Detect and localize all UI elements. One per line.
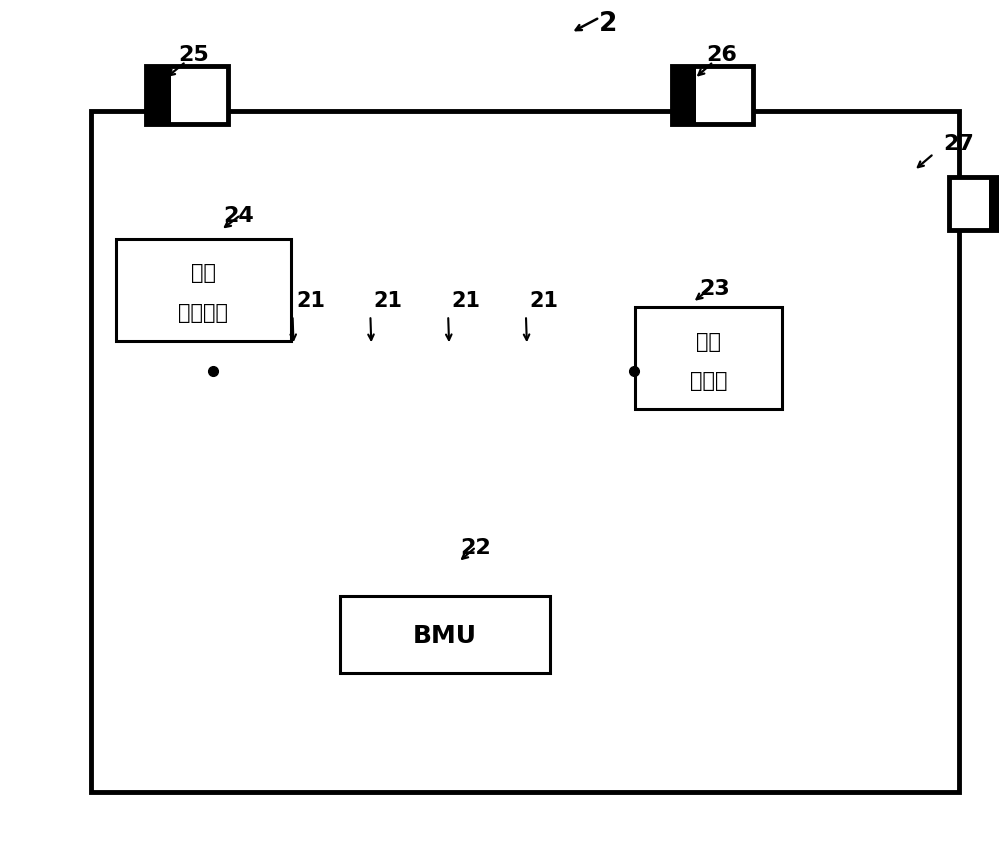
Text: 电流: 电流 [191, 263, 216, 283]
Text: 21: 21 [296, 291, 325, 310]
Text: 切断装置: 切断装置 [178, 303, 228, 323]
Text: 24: 24 [223, 206, 254, 226]
Bar [949, 178, 1000, 231]
Bar [340, 596, 550, 673]
Bar [146, 67, 171, 125]
Bar [91, 112, 959, 792]
Text: 25: 25 [178, 45, 209, 65]
Bar [989, 178, 1000, 231]
Bar [146, 67, 228, 125]
Text: 26: 26 [706, 45, 737, 65]
Text: 23: 23 [699, 279, 730, 299]
Text: 21: 21 [529, 291, 558, 310]
Text: 传感器: 传感器 [690, 371, 727, 391]
Text: BMU: BMU [413, 623, 477, 647]
Text: 2: 2 [599, 10, 617, 37]
Bar [116, 240, 291, 341]
Text: 电流: 电流 [696, 331, 721, 351]
Text: 27: 27 [943, 133, 974, 154]
Bar [672, 67, 753, 125]
Bar [635, 307, 782, 409]
Bar [672, 67, 696, 125]
Text: 21: 21 [374, 291, 403, 310]
Text: 22: 22 [461, 537, 491, 557]
Text: 21: 21 [452, 291, 481, 310]
